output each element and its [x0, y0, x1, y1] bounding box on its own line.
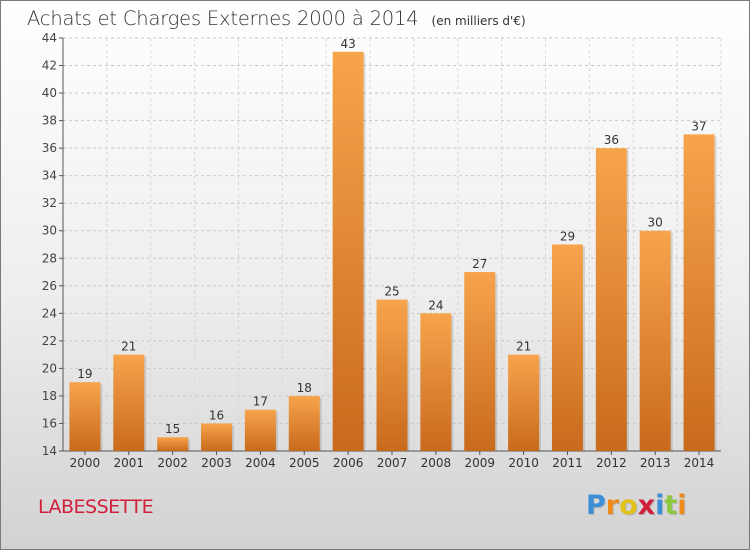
bar-2008 [420, 313, 452, 451]
x-tick-label: 2003 [201, 456, 232, 470]
y-tick-label: 16 [42, 416, 57, 430]
bar-2009 [464, 272, 496, 451]
proxiti-logo[interactable]: Proxiti [586, 490, 687, 521]
bar-2003 [201, 423, 233, 451]
bar-2002 [157, 437, 189, 451]
bar-2000 [69, 382, 101, 451]
x-tick-label: 2014 [684, 456, 715, 470]
bar-2012 [595, 148, 627, 451]
x-tick-label: 2006 [333, 456, 364, 470]
value-label: 15 [165, 422, 180, 436]
logo-letter: r [605, 490, 620, 521]
x-tick-label: 2013 [640, 456, 671, 470]
value-label: 25 [384, 285, 399, 299]
logo-letter: o [619, 490, 638, 521]
value-label: 16 [209, 408, 224, 422]
commune-name: LABESSETTE [38, 496, 154, 518]
x-tick-label: 2011 [552, 456, 583, 470]
bar-2014 [683, 134, 715, 451]
bar-2004 [244, 409, 276, 451]
bar-2007 [376, 299, 408, 451]
logo-letter: t [664, 490, 678, 521]
logo-letter: i [655, 490, 665, 521]
value-label: 19 [77, 367, 92, 381]
value-label: 36 [604, 133, 619, 147]
value-label: 18 [297, 381, 312, 395]
value-label: 27 [472, 257, 487, 271]
value-label: 21 [516, 340, 531, 354]
y-tick-label: 38 [42, 114, 57, 128]
chart-subtitle: (en milliers d'€) [431, 14, 526, 28]
logo-letter: P [586, 490, 606, 521]
y-tick-label: 18 [42, 389, 57, 403]
chart-title: Achats et Charges Externes 2000 à 2014 [27, 7, 419, 30]
bar-layer [69, 51, 717, 452]
x-tick-label: 2008 [421, 456, 452, 470]
label-layer: 19 2000 21 2001 15 2002 16 2003 17 2004 18 2005 43 20… [70, 37, 715, 470]
y-tick-label: 32 [42, 196, 57, 210]
bar-2005 [288, 395, 320, 451]
value-label: 30 [648, 216, 663, 230]
x-tick-label: 2000 [70, 456, 101, 470]
value-label: 17 [253, 395, 268, 409]
bar-2011 [551, 244, 583, 451]
y-tick-label: 20 [42, 361, 57, 375]
bar-2001 [113, 354, 145, 451]
x-tick-label: 2007 [377, 456, 408, 470]
bar-2013 [639, 230, 671, 451]
y-tick-label: 34 [42, 169, 57, 183]
x-tick-label: 2002 [157, 456, 188, 470]
bar-2006 [332, 51, 364, 452]
y-tick-label: 22 [42, 334, 57, 348]
x-tick-label: 2010 [508, 456, 539, 470]
logo-letter: x [637, 490, 656, 521]
value-label: 21 [121, 340, 136, 354]
x-tick-label: 2012 [596, 456, 627, 470]
y-tick-label: 26 [42, 279, 57, 293]
y-tick-label: 24 [42, 306, 57, 320]
y-tick-label: 42 [42, 59, 57, 73]
title-block: Achats et Charges Externes 2000 à 2014 (… [27, 7, 526, 30]
x-tick-label: 2005 [289, 456, 320, 470]
x-tick-label: 2009 [464, 456, 495, 470]
value-label: 24 [428, 298, 443, 312]
x-tick-label: 2001 [114, 456, 145, 470]
value-label: 43 [340, 37, 355, 51]
y-tick-label: 14 [42, 444, 57, 458]
y-tick-label: 30 [42, 224, 57, 238]
value-label: 29 [560, 230, 575, 244]
bar-2010 [508, 354, 540, 451]
y-tick-label: 40 [42, 86, 57, 100]
y-tick-label: 44 [42, 31, 57, 45]
logo-letter: i [677, 490, 687, 521]
value-label: 37 [691, 119, 706, 133]
x-tick-label: 2004 [245, 456, 276, 470]
y-tick-label: 36 [42, 141, 57, 155]
y-tick-label: 28 [42, 251, 57, 265]
